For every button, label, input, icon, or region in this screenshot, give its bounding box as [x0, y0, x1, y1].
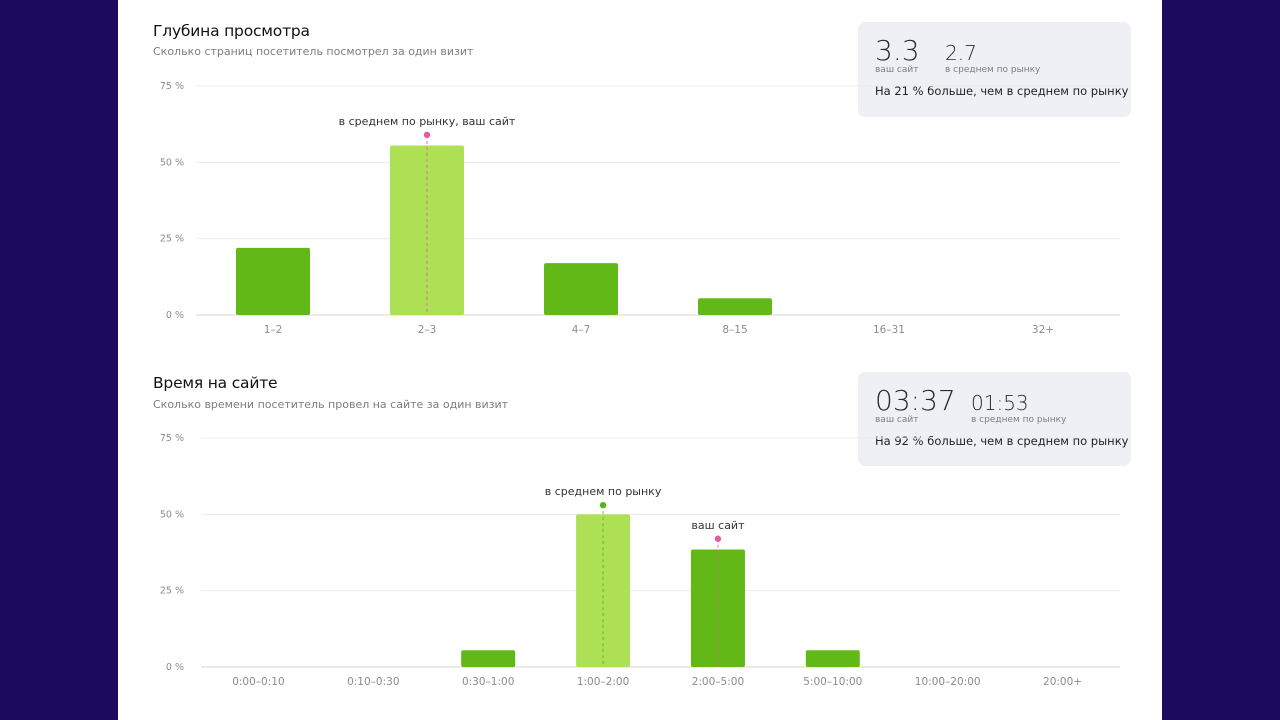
x-tick-label: 20:00+ — [1043, 676, 1082, 688]
time-subtitle: Сколько времени посетитель провел на сай… — [153, 398, 509, 411]
y-tick-label: 25 % — [160, 234, 184, 245]
depth-subtitle: Сколько страниц посетитель посмотрел за … — [153, 45, 474, 58]
time-site-caption: ваш сайт — [875, 415, 919, 425]
depth-market-value: 2.7 — [945, 41, 977, 65]
x-tick-label: 4–7 — [572, 324, 591, 336]
time-site-value: 03:37 — [875, 384, 956, 417]
x-tick-label: 32+ — [1032, 324, 1054, 336]
bar — [690, 549, 745, 667]
bar — [544, 263, 618, 315]
time-chart: 0 % 25 % 50 % 75 % 0:00–0:10 0:10–0:30 0:30–1:… — [160, 433, 1120, 688]
y-tick-label: 50 % — [160, 509, 184, 520]
bar — [236, 247, 310, 315]
x-tick-label: 1:00–2:00 — [577, 676, 629, 688]
depth-site-value: 3.3 — [875, 34, 920, 67]
annotation-marker — [423, 131, 431, 139]
annotation-label: в среднем по рынку, ваш сайт — [339, 115, 516, 128]
depth-comparison-note: На 21 % больше, чем в среднем по рынку — [875, 84, 1129, 98]
bar — [461, 650, 516, 667]
depth-section: Глубина просмотра Сколько страниц посети… — [118, 0, 1162, 350]
x-tick-label: 5:00–10:00 — [803, 676, 862, 688]
report-panel: Глубина просмотра Сколько страниц посети… — [118, 0, 1162, 720]
time-title: Время на сайте — [153, 374, 278, 392]
depth-title: Глубина просмотра — [153, 22, 310, 40]
x-tick-label: 0:10–0:30 — [347, 676, 399, 688]
time-market-value: 01:53 — [971, 391, 1029, 415]
depth-site-caption: ваш сайт — [875, 65, 919, 75]
bar — [805, 650, 860, 667]
annotation-marker — [714, 535, 722, 542]
depth-chart: 0 % 25 % 50 % 75 % 1–2 2–3 4–7 8–15 16–31 32+ в ср… — [160, 81, 1120, 336]
x-tick-label: 16–31 — [873, 324, 905, 336]
bar — [390, 145, 464, 315]
y-tick-label: 25 % — [160, 586, 184, 597]
x-tick-label: 10:00–20:00 — [915, 676, 981, 688]
y-tick-label: 75 % — [160, 433, 184, 444]
y-tick-label: 0 % — [166, 310, 184, 321]
x-tick-label: 8–15 — [722, 324, 747, 336]
time-market-caption: в среднем по рынку — [971, 415, 1067, 425]
x-tick-label: 1–2 — [264, 324, 283, 336]
x-tick-label: 2:00–5:00 — [692, 676, 744, 688]
annotation-label: ваш сайт — [691, 519, 745, 532]
y-tick-label: 75 % — [160, 81, 184, 92]
x-tick-label: 2–3 — [418, 324, 437, 336]
annotation-marker — [599, 501, 607, 509]
annotation-label: в среднем по рынку — [545, 485, 662, 498]
depth-market-caption: в среднем по рынку — [945, 65, 1041, 75]
y-tick-label: 0 % — [166, 662, 184, 673]
x-tick-label: 0:00–0:10 — [232, 676, 284, 688]
time-stat-card: 03:37 ваш сайт 01:53 в среднем по рынку … — [858, 372, 1131, 466]
bar — [698, 298, 772, 315]
time-section: Время на сайте Сколько времени посетител… — [118, 350, 1162, 720]
x-tick-label: 0:30–1:00 — [462, 676, 514, 688]
y-tick-label: 50 % — [160, 157, 184, 168]
depth-stat-card: 3.3 ваш сайт 2.7 в среднем по рынку На 2… — [858, 22, 1131, 117]
